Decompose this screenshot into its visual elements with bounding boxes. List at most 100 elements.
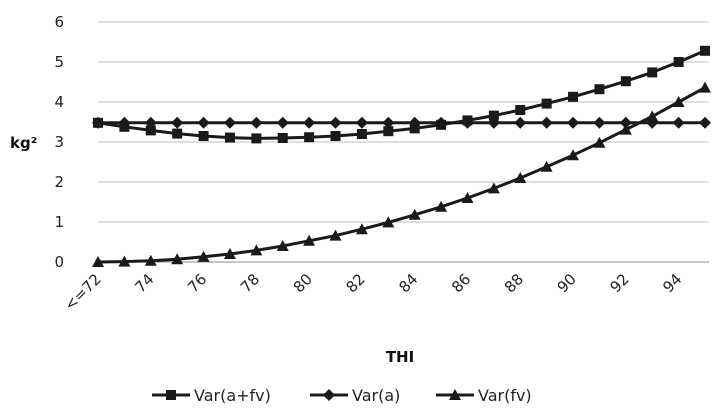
data-point-square	[673, 57, 684, 67]
data-point-diamond	[567, 116, 580, 129]
data-point-diamond	[435, 116, 448, 129]
x-tick-label: 82	[343, 270, 369, 296]
y-axis-label: kg²	[10, 134, 37, 152]
data-point-diamond	[355, 116, 368, 129]
data-point-triangle	[461, 192, 474, 203]
x-tick-label: 86	[448, 270, 474, 296]
legend-label: Var(fv)	[478, 386, 532, 405]
data-point-square	[145, 125, 156, 136]
data-point-diamond	[197, 116, 210, 129]
x-tick-label: <=72	[61, 270, 105, 314]
data-point-diamond	[118, 116, 131, 129]
data-point-diamond	[303, 116, 316, 129]
x-tick-label: 88	[501, 270, 527, 296]
y-tick-label: 3	[54, 133, 64, 151]
data-point-square	[330, 131, 341, 141]
data-point-triangle	[487, 182, 500, 194]
y-tick-label: 6	[54, 13, 64, 31]
data-point-triangle	[118, 255, 131, 267]
data-point-diamond	[171, 116, 184, 129]
data-point-square	[304, 132, 315, 143]
legend-marker-triangle	[449, 389, 461, 400]
data-point-diamond	[540, 116, 553, 129]
data-point-triangle	[144, 254, 157, 266]
data-point-triangle	[171, 253, 184, 265]
data-point-diamond	[382, 116, 395, 129]
series-line-square	[97, 49, 706, 140]
data-point-triangle	[197, 250, 210, 262]
y-tick-label: 0	[54, 253, 64, 271]
data-point-diamond	[593, 116, 606, 129]
gridlines	[98, 21, 709, 263]
data-point-square	[568, 91, 579, 102]
data-point-square	[647, 67, 658, 78]
x-tick-label: 76	[184, 270, 210, 296]
data-point-square	[594, 84, 605, 95]
data-point-triangle	[303, 234, 316, 246]
legend-marker-diamond	[323, 389, 335, 401]
legend-label: Var(a+fv)	[194, 386, 271, 405]
data-point-diamond	[461, 116, 474, 129]
data-point-triangle	[408, 208, 421, 220]
data-point-triangle	[382, 216, 395, 228]
x-tick-label: 78	[237, 270, 263, 296]
x-tick-label: 92	[606, 270, 632, 296]
data-point-triangle	[646, 110, 659, 122]
x-axis-label: THI	[386, 348, 414, 366]
data-point-diamond	[144, 116, 157, 129]
x-tick-label: 74	[131, 270, 157, 296]
data-point-diamond	[487, 116, 500, 129]
data-point-diamond	[223, 116, 236, 129]
x-tick-label: 80	[290, 270, 316, 296]
data-point-triangle	[355, 223, 368, 235]
y-tick-labels: 0 1 2 3 4 5 6	[54, 13, 64, 271]
data-point-diamond	[250, 116, 263, 129]
data-point-square	[198, 131, 209, 141]
data-point-diamond	[672, 116, 685, 129]
y-tick-label: 1	[54, 213, 64, 231]
data-point-triangle	[699, 81, 711, 93]
x-tick-label: 90	[554, 270, 580, 296]
data-point-triangle	[435, 200, 448, 212]
data-point-square	[224, 132, 235, 143]
data-point-triangle	[223, 248, 236, 259]
data-point-triangle	[329, 229, 342, 241]
data-point-triangle	[593, 136, 606, 148]
data-point-triangle	[672, 96, 685, 107]
data-point-diamond	[408, 116, 421, 129]
data-point-diamond	[329, 116, 342, 129]
data-point-triangle	[250, 244, 263, 256]
data-point-diamond	[92, 116, 104, 129]
data-point-diamond	[276, 116, 289, 129]
data-point-triangle	[276, 240, 289, 251]
data-point-triangle	[540, 160, 553, 172]
x-tick-labels: <=72 74 76 78 80 82 84 86 88 90 92 94	[61, 270, 686, 314]
data-point-square	[488, 110, 499, 121]
data-point-diamond	[514, 116, 527, 129]
data-point-diamond	[699, 116, 711, 129]
legend: Var(a+fv) Var(a) Var(fv)	[152, 386, 532, 405]
data-point-diamond	[619, 116, 632, 129]
data-point-square	[700, 45, 710, 56]
series-group	[92, 45, 711, 267]
legend-label: Var(a)	[352, 386, 400, 405]
data-point-square	[620, 76, 631, 87]
y-tick-label: 4	[54, 93, 64, 111]
series-line-triangle	[97, 86, 706, 264]
data-point-triangle	[619, 123, 632, 135]
data-point-square	[515, 105, 526, 115]
data-point-square	[383, 126, 394, 137]
data-point-square	[541, 98, 552, 109]
data-point-square	[172, 128, 183, 139]
y-tick-label: 5	[54, 53, 64, 71]
data-point-triangle	[567, 149, 580, 161]
data-point-square	[251, 133, 262, 144]
data-point-square	[356, 129, 367, 139]
y-tick-label: 2	[54, 173, 64, 191]
data-point-triangle	[514, 172, 527, 183]
x-tick-label: 94	[659, 270, 685, 296]
data-point-triangle	[92, 256, 104, 267]
data-point-square	[277, 133, 288, 143]
legend-marker-square	[166, 390, 176, 400]
